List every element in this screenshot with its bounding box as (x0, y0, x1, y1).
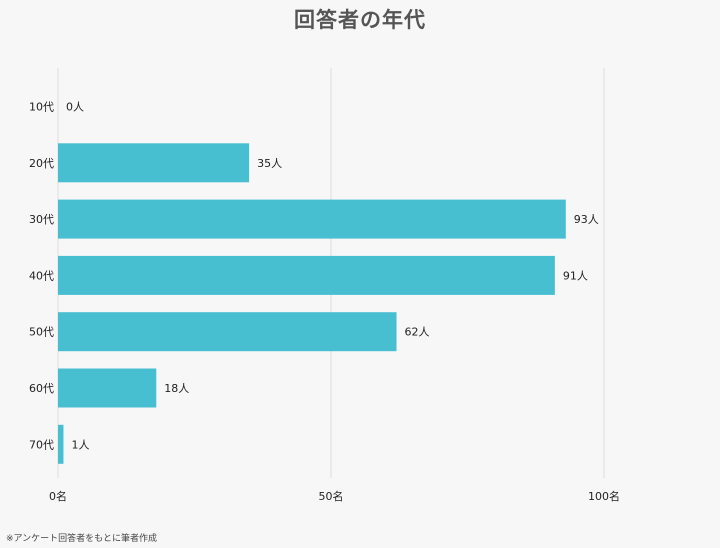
x-tick-label: 100名 (588, 489, 620, 503)
bar-value-label: 35人 (257, 157, 282, 170)
bar (58, 312, 397, 352)
bar-value-label: 62人 (405, 326, 430, 339)
footnote: ※アンケート回答者をもとに筆者作成 (6, 534, 158, 544)
bar (58, 368, 157, 408)
bar (58, 199, 566, 239)
bar (58, 143, 250, 183)
bar-value-label: 91人 (563, 269, 588, 282)
bar-value-label: 93人 (574, 213, 599, 226)
y-category-label: 30代 (29, 213, 54, 226)
y-category-label: 60代 (29, 382, 54, 395)
x-tick-label: 0名 (49, 489, 67, 503)
bar (58, 255, 555, 295)
chart-title: 回答者の年代 (294, 8, 426, 32)
bar-value-label: 18人 (164, 382, 189, 395)
x-tick-label: 50名 (319, 489, 344, 503)
y-category-label: 20代 (29, 157, 54, 170)
bar-value-label: 1人 (71, 438, 89, 451)
bar (58, 424, 64, 464)
y-category-label: 40代 (29, 269, 54, 282)
y-category-label: 70代 (29, 438, 54, 451)
y-category-label: 50代 (29, 326, 54, 339)
y-category-label: 10代 (29, 101, 54, 114)
bar-value-label: 0人 (66, 101, 84, 114)
